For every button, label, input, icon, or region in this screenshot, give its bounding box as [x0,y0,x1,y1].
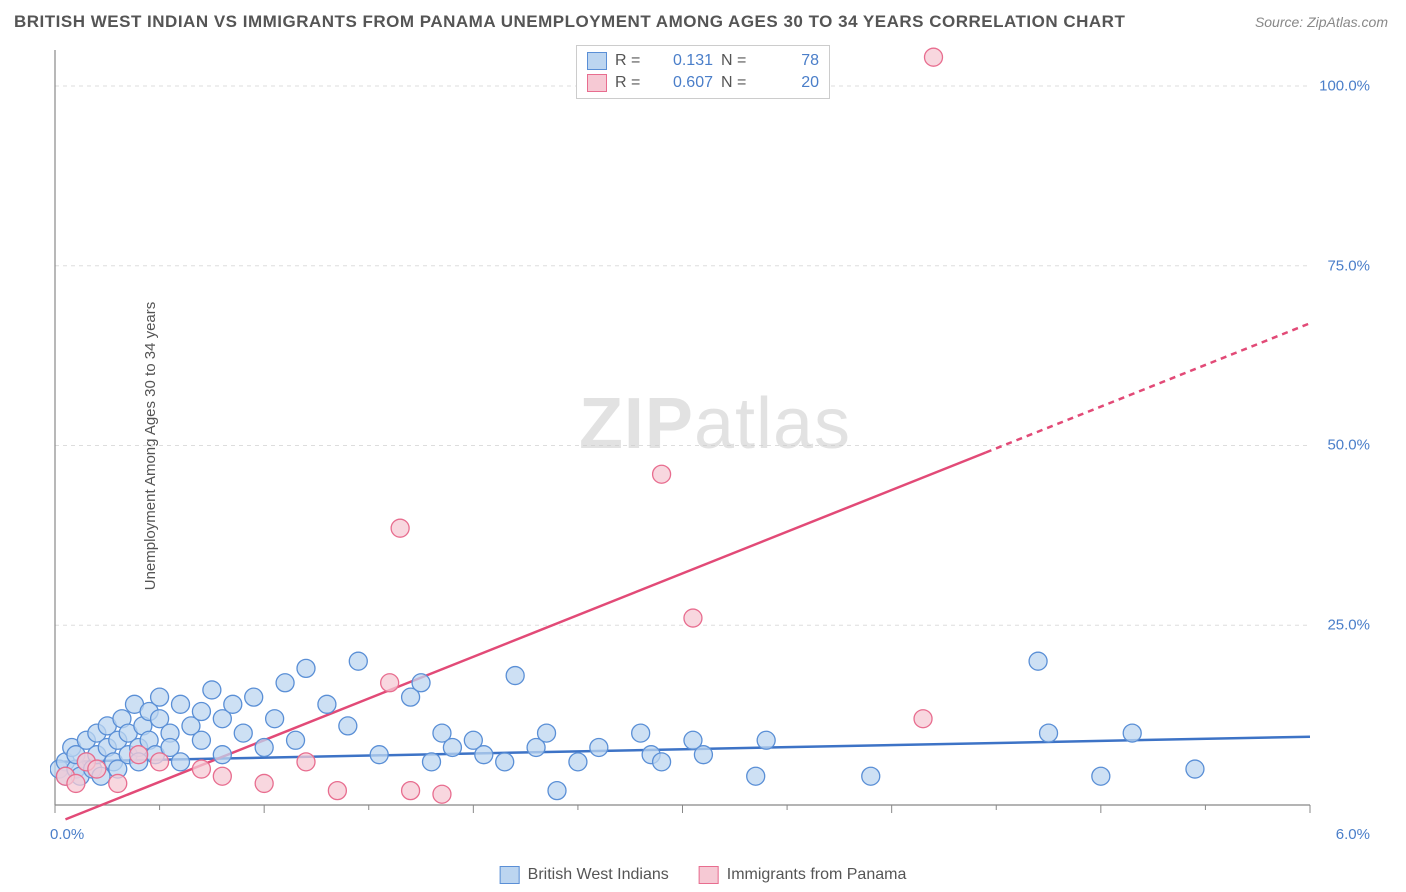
n-value: 20 [759,74,819,92]
legend-swatch-blue [500,866,520,884]
plot-area: ZIPatlas 0.0% 6.0% 25.0%50.0%75.0%100.0% [50,45,1380,835]
legend-label: British West Indians [528,866,669,884]
legend-series: British West Indians Immigrants from Pan… [500,866,907,884]
r-label: R = [615,52,645,70]
legend-swatch-pink [699,866,719,884]
legend-swatch-pink [587,74,607,92]
legend-stats-row: R = 0.131 N = 78 [587,50,819,72]
x-axis-max-label: 6.0% [1336,826,1370,843]
y-tick-label: 25.0% [1327,617,1370,634]
source-credit: Source: ZipAtlas.com [1255,14,1388,30]
r-value: 0.607 [653,74,713,92]
r-value: 0.131 [653,52,713,70]
legend-item: Immigrants from Panama [699,866,907,884]
legend-swatch-blue [587,52,607,70]
legend-item: British West Indians [500,866,669,884]
n-value: 78 [759,52,819,70]
legend-label: Immigrants from Panama [727,866,907,884]
r-label: R = [615,74,645,92]
n-label: N = [721,74,751,92]
x-axis-origin-label: 0.0% [50,826,84,843]
chart-title: BRITISH WEST INDIAN VS IMMIGRANTS FROM P… [14,12,1125,32]
legend-stats: R = 0.131 N = 78 R = 0.607 N = 20 [576,45,830,99]
y-tick-label: 100.0% [1319,77,1370,94]
scatter-svg [50,45,1380,835]
n-label: N = [721,52,751,70]
y-tick-label: 50.0% [1327,437,1370,454]
y-tick-label: 75.0% [1327,257,1370,274]
legend-stats-row: R = 0.607 N = 20 [587,72,819,94]
